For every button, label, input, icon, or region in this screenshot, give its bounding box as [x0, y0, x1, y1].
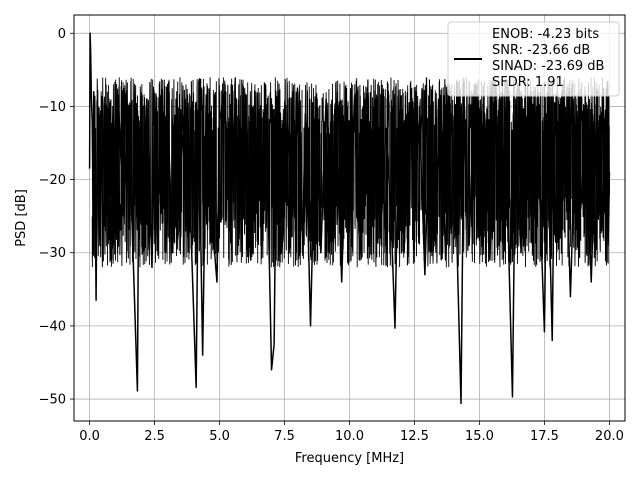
legend-box — [447, 21, 620, 97]
y-axis-label: PSD [dB] — [14, 189, 29, 247]
legend-sinad: SINAD: -23.69 dB — [492, 59, 604, 74]
x-tick-label: 2.5 — [144, 429, 165, 444]
x-tick-label: 7.5 — [274, 429, 295, 444]
y-tick-label: −50 — [39, 393, 66, 408]
x-tick-label: 17.5 — [530, 429, 559, 444]
legend: ENOB: -4.23 bits SNR: -23.66 dB SINAD: -… — [447, 21, 620, 97]
legend-sfdr: SFDR: 1.91 — [492, 75, 564, 90]
y-tick-label: −20 — [39, 173, 66, 188]
x-tick-label: 12.5 — [400, 429, 429, 444]
legend-snr: SNR: -23.66 dB — [492, 43, 590, 58]
y-tick-label: −30 — [39, 246, 66, 261]
psd-noise-band — [91, 77, 610, 268]
x-tick-label: 10.0 — [335, 429, 364, 444]
y-tick-label: −10 — [39, 100, 66, 115]
x-tick-label: 15.0 — [465, 429, 494, 444]
plot-area — [88, 32, 611, 405]
y-tick-label: 0 — [58, 27, 66, 42]
legend-enob: ENOB: -4.23 bits — [492, 27, 599, 42]
x-tick-label: 5.0 — [209, 429, 230, 444]
x-tick-label: 20.0 — [595, 429, 624, 444]
x-axis-label: Frequency [MHz] — [295, 451, 404, 466]
ticks: 0.0 2.5 5.0 7.5 10.0 12.5 15.0 17.5 20.0 0 −10 −20 −… — [39, 27, 624, 444]
x-tick-label: 0.0 — [79, 429, 100, 444]
y-tick-label: −40 — [39, 319, 66, 334]
